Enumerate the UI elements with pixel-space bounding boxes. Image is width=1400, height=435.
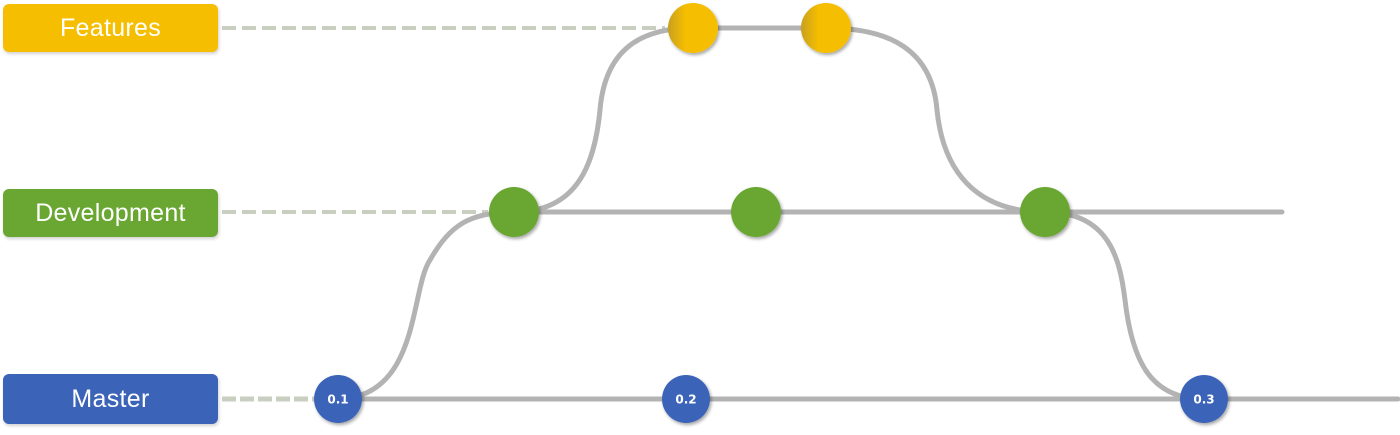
master-commit-node [1180,375,1228,423]
branch-curve-master-to-development [337,209,517,402]
branch-curve-development-to-features [511,25,696,215]
feature-commit-node [668,3,718,53]
master-commit-node [314,375,362,423]
master-commit-label: 0.3 [1193,393,1214,407]
development-commit-node [489,187,539,237]
branch-label-development: Development [3,189,218,237]
feature-commit-node [801,3,851,53]
master-commit-label: 0.2 [675,393,696,407]
branch-label-features: Features [3,4,218,52]
merge-curve-development-to-master [1042,209,1207,402]
merge-curve-features-to-development [823,25,1048,215]
master-commit-node [662,375,710,423]
master-commit-label: 0.1 [327,393,348,407]
development-commit-node [731,187,781,237]
development-commit-node [1020,187,1070,237]
branch-label-master: Master [3,374,218,424]
